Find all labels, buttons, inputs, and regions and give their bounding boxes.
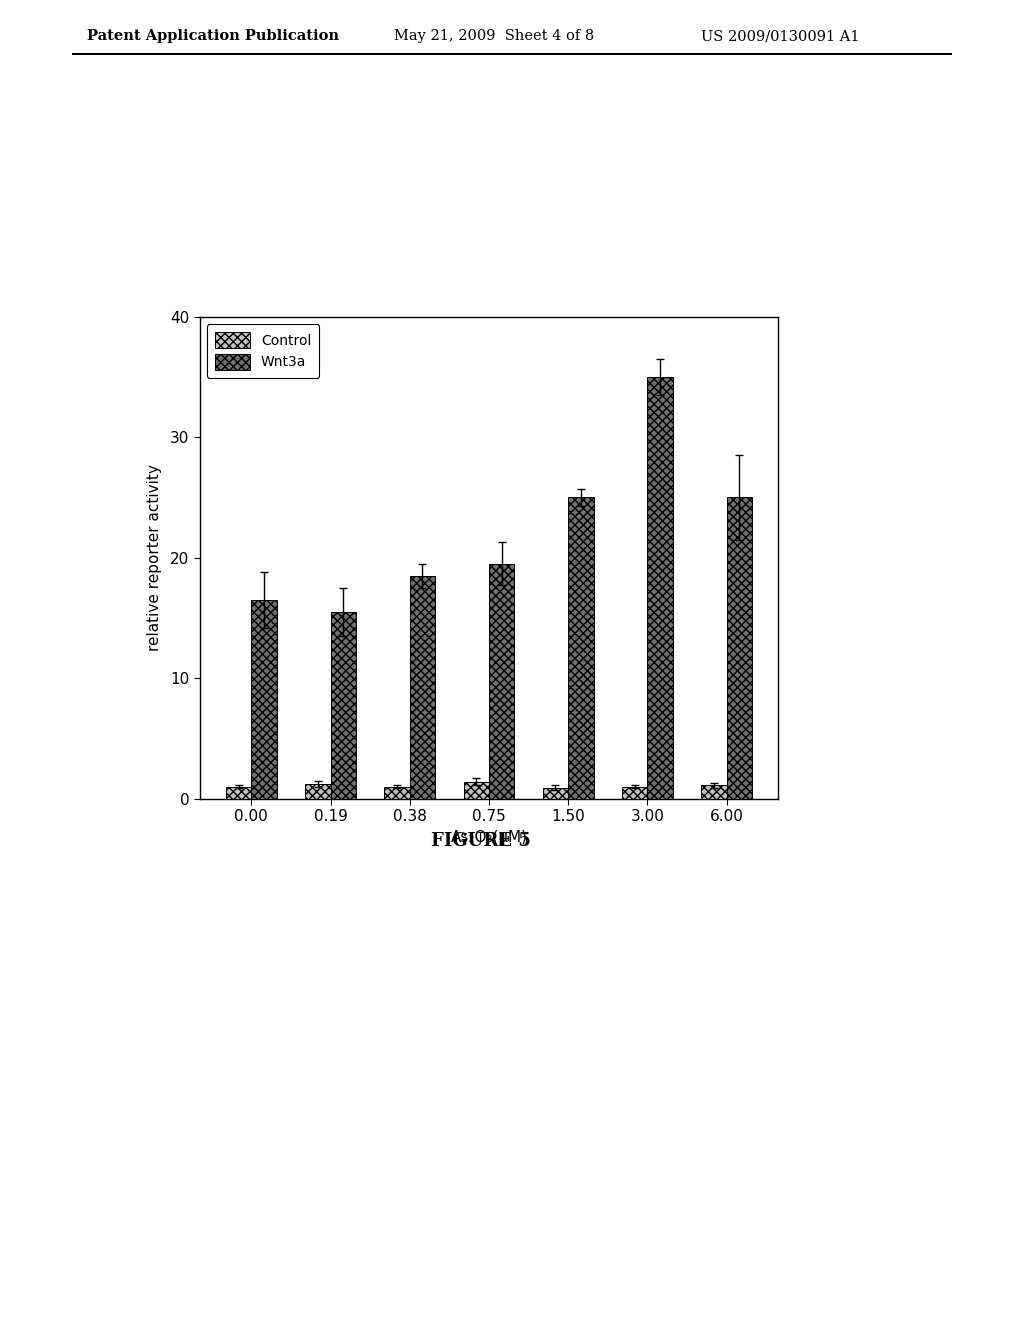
Bar [543,788,568,799]
Y-axis label: relative reporter activity: relative reporter activity [146,465,162,651]
Bar [568,498,594,799]
Text: FIGURE 5: FIGURE 5 [431,832,531,850]
Bar [701,785,727,799]
Bar [464,781,489,799]
Bar [331,612,356,799]
Bar [384,787,410,799]
Text: Patent Application Publication: Patent Application Publication [87,29,339,44]
Bar [305,784,331,799]
Bar [251,599,276,799]
X-axis label: As₂O₃(μM): As₂O₃(μM) [451,829,527,845]
Text: May 21, 2009  Sheet 4 of 8: May 21, 2009 Sheet 4 of 8 [394,29,595,44]
Bar [727,498,752,799]
Legend: Control, Wnt3a: Control, Wnt3a [207,323,319,378]
Bar [647,378,673,799]
Text: US 2009/0130091 A1: US 2009/0130091 A1 [701,29,860,44]
Bar [622,787,647,799]
Bar [226,787,251,799]
Bar [489,564,514,799]
Bar [410,576,435,799]
